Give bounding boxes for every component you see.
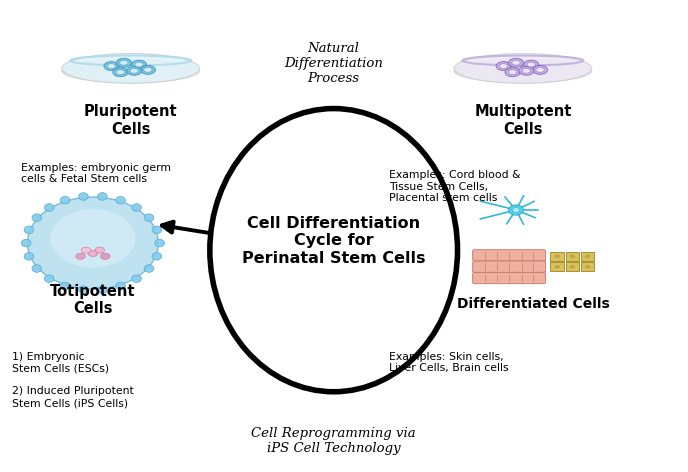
Text: Pluripotent
Cells: Pluripotent Cells [84, 104, 178, 136]
Ellipse shape [527, 62, 535, 67]
Ellipse shape [62, 59, 200, 83]
FancyBboxPatch shape [566, 262, 579, 271]
Ellipse shape [50, 209, 136, 268]
Ellipse shape [555, 255, 560, 258]
Ellipse shape [116, 58, 131, 67]
FancyBboxPatch shape [550, 262, 564, 271]
Ellipse shape [113, 68, 128, 77]
Ellipse shape [505, 68, 520, 77]
Ellipse shape [130, 68, 138, 73]
Ellipse shape [24, 226, 34, 234]
Ellipse shape [62, 54, 200, 83]
Ellipse shape [120, 60, 128, 65]
Ellipse shape [78, 193, 88, 200]
Ellipse shape [513, 208, 519, 212]
Ellipse shape [104, 62, 119, 70]
Ellipse shape [98, 193, 107, 200]
Ellipse shape [536, 67, 544, 72]
Ellipse shape [131, 275, 141, 282]
Text: Examples: Cord blood &
Tissue Stem Cells,
Placental stem cells: Examples: Cord blood & Tissue Stem Cells… [389, 170, 520, 203]
Ellipse shape [155, 239, 164, 247]
Ellipse shape [78, 286, 88, 294]
Ellipse shape [570, 255, 575, 258]
Ellipse shape [100, 253, 110, 260]
Ellipse shape [555, 265, 560, 268]
Ellipse shape [45, 204, 54, 211]
Text: Totipotent
Cells: Totipotent Cells [50, 284, 136, 316]
Ellipse shape [98, 286, 107, 294]
Text: Differentiated Cells: Differentiated Cells [457, 297, 610, 312]
Ellipse shape [585, 265, 590, 268]
Ellipse shape [76, 253, 85, 260]
Ellipse shape [512, 60, 520, 65]
Text: Multipotent
Cells: Multipotent Cells [474, 104, 572, 136]
Ellipse shape [152, 253, 162, 260]
Ellipse shape [32, 214, 41, 221]
Text: Examples: Skin cells,
Liver Cells, Brain cells: Examples: Skin cells, Liver Cells, Brain… [389, 352, 508, 373]
Ellipse shape [508, 205, 524, 215]
Text: Cell Differentiation
Cycle for
Perinatal Stem Cells: Cell Differentiation Cycle for Perinatal… [242, 216, 425, 266]
Ellipse shape [585, 255, 590, 258]
FancyBboxPatch shape [550, 252, 564, 261]
Ellipse shape [116, 70, 125, 75]
Ellipse shape [32, 265, 41, 272]
Ellipse shape [28, 197, 158, 289]
Ellipse shape [131, 204, 141, 211]
Ellipse shape [524, 60, 539, 69]
Ellipse shape [152, 226, 162, 234]
Ellipse shape [140, 66, 155, 74]
Ellipse shape [135, 62, 143, 67]
Ellipse shape [454, 59, 592, 83]
Ellipse shape [116, 282, 125, 290]
FancyBboxPatch shape [473, 250, 546, 261]
Ellipse shape [21, 239, 31, 247]
Ellipse shape [508, 58, 524, 67]
Ellipse shape [107, 64, 116, 68]
Ellipse shape [127, 67, 142, 75]
Ellipse shape [496, 62, 511, 70]
Ellipse shape [499, 64, 508, 68]
Ellipse shape [570, 265, 575, 268]
Text: Natural
Differentiation
Process: Natural Differentiation Process [284, 42, 383, 85]
Ellipse shape [454, 54, 592, 83]
Ellipse shape [61, 282, 70, 290]
Ellipse shape [95, 247, 105, 253]
Text: Cell Reprogramming via
iPS Cell Technology: Cell Reprogramming via iPS Cell Technolo… [251, 427, 416, 455]
Text: Examples: embryonic germ
cells & Fetal Stem cells: Examples: embryonic germ cells & Fetal S… [21, 163, 171, 185]
Ellipse shape [116, 196, 125, 204]
Ellipse shape [24, 253, 34, 260]
Ellipse shape [533, 66, 548, 74]
Ellipse shape [131, 60, 147, 69]
Ellipse shape [508, 70, 517, 75]
FancyBboxPatch shape [473, 261, 546, 272]
FancyBboxPatch shape [581, 262, 594, 271]
FancyBboxPatch shape [566, 252, 579, 261]
Ellipse shape [522, 68, 530, 73]
Ellipse shape [144, 265, 154, 272]
Ellipse shape [81, 247, 91, 253]
Text: 1) Embryonic
Stem Cells (ESCs)

2) Induced Pluripotent
Stem Cells (iPS Cells): 1) Embryonic Stem Cells (ESCs) 2) Induce… [12, 352, 134, 408]
Ellipse shape [45, 275, 54, 282]
Ellipse shape [61, 196, 70, 204]
Ellipse shape [519, 67, 534, 75]
Ellipse shape [144, 67, 152, 72]
Ellipse shape [144, 214, 154, 221]
FancyBboxPatch shape [581, 252, 594, 261]
FancyBboxPatch shape [473, 272, 546, 284]
Ellipse shape [88, 250, 98, 257]
